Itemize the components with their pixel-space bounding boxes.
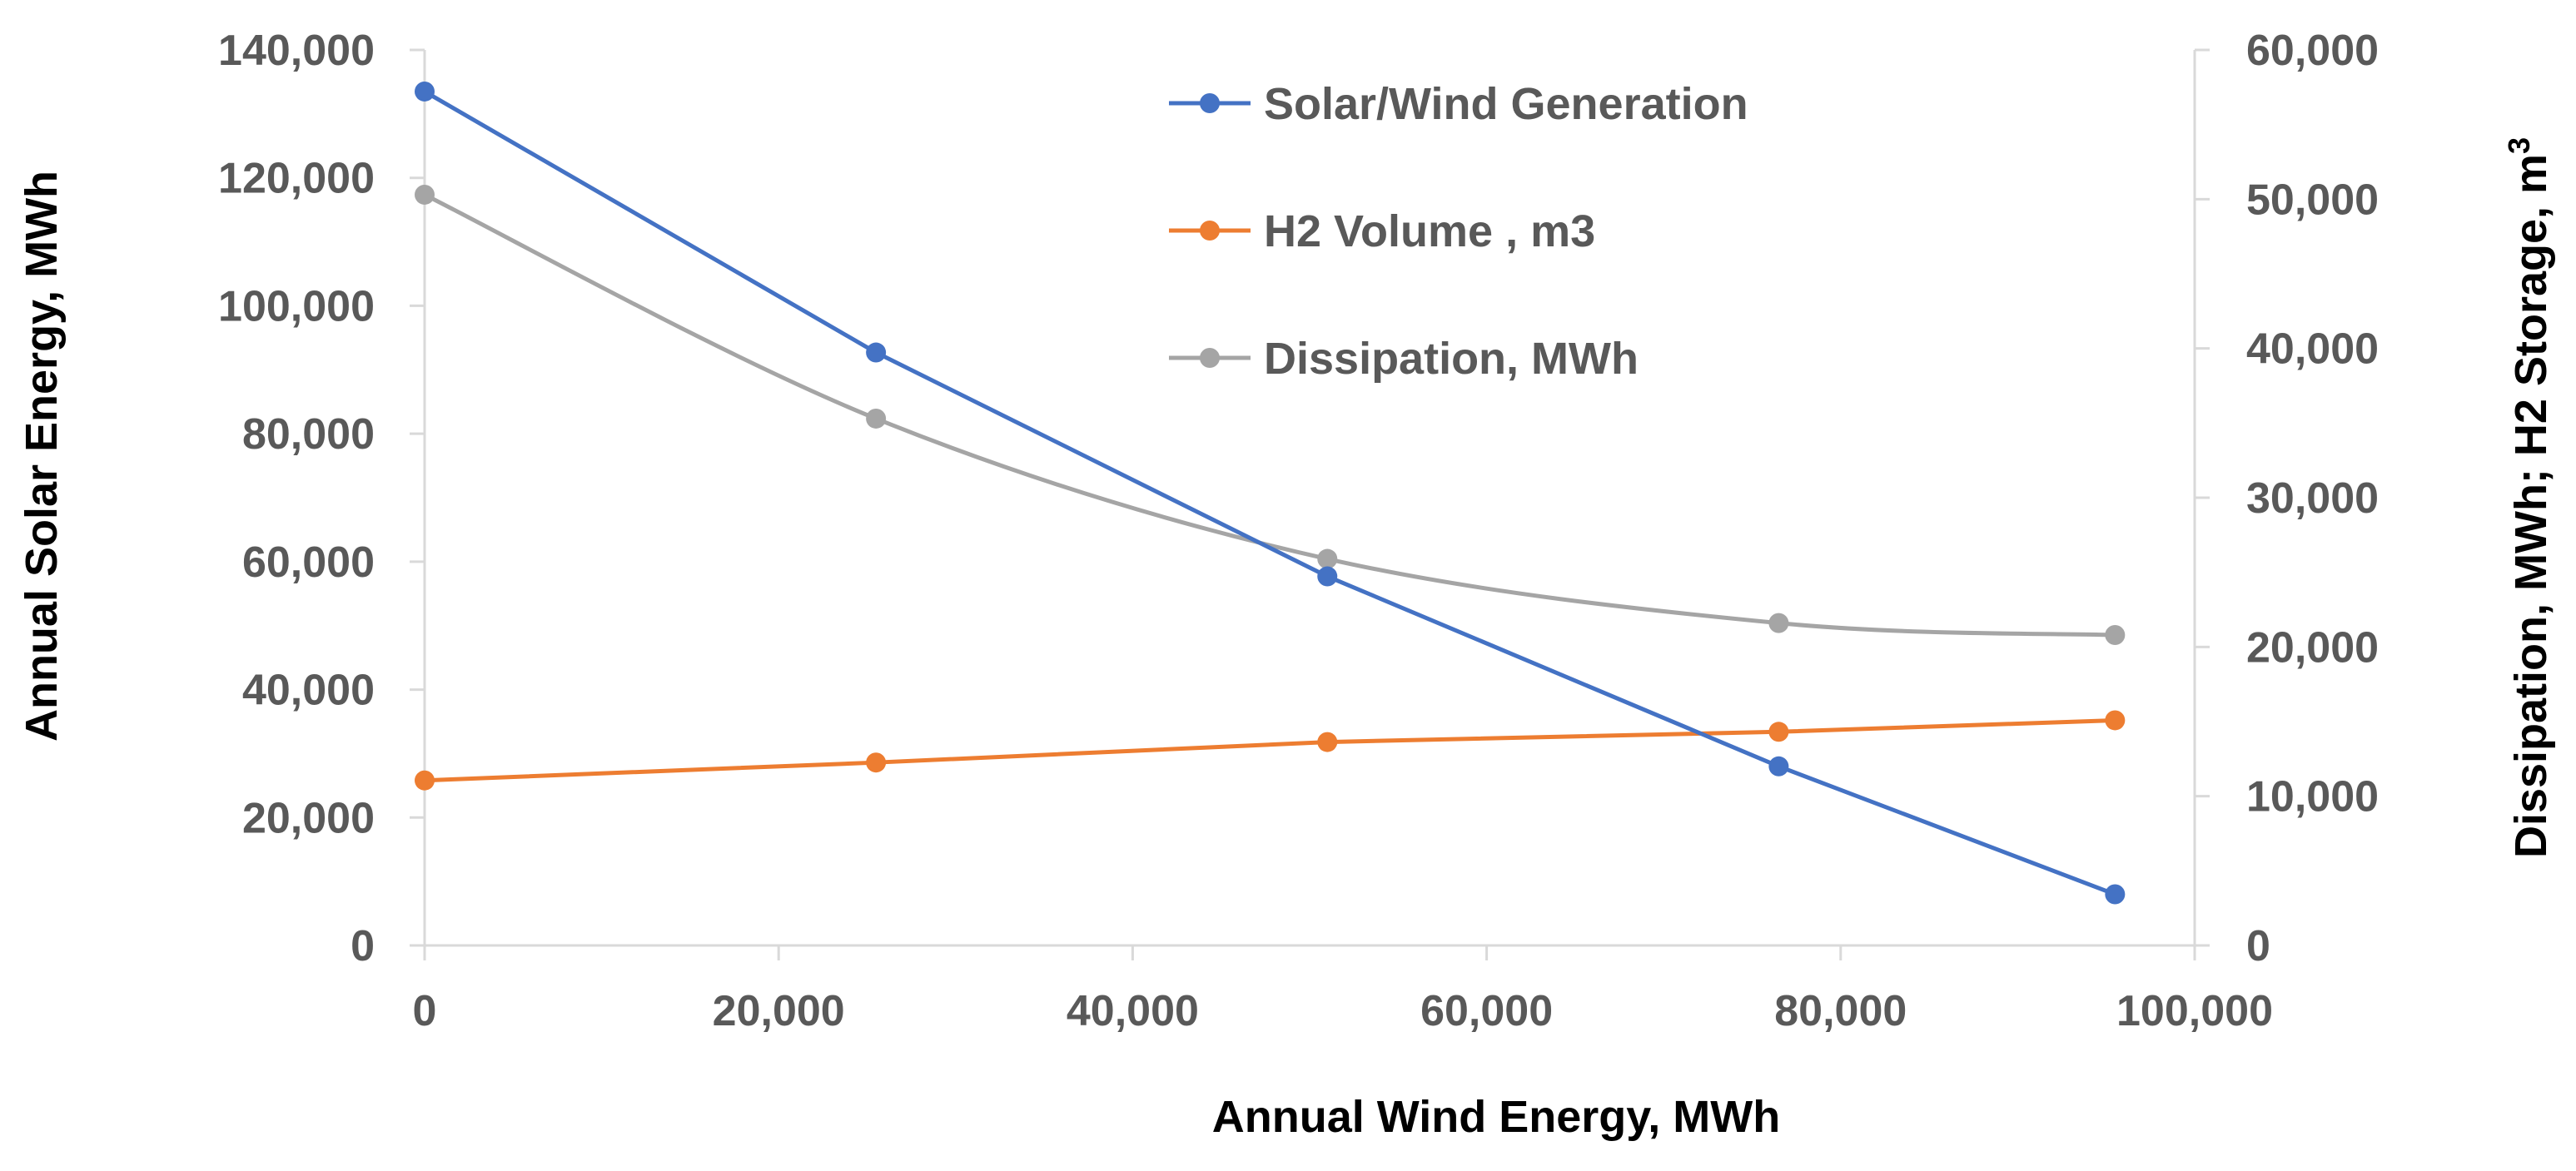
legend-label-h2-volume-m3: H2 Volume , m3 — [1264, 206, 1595, 256]
y-tick-label: 60,000 — [242, 538, 375, 587]
y-tick-label: 120,000 — [218, 155, 375, 203]
data-point-dissipation-mwh — [1768, 613, 1789, 633]
data-point-solar-wind-generation — [1768, 756, 1789, 777]
y2-axis-title-main: Dissipation, MWh; H2 Storage, m — [2506, 154, 2556, 858]
data-point-solar-wind-generation — [1317, 566, 1338, 587]
data-point-h2-volume-m3 — [1768, 722, 1789, 742]
y2-tick-label: 60,000 — [2246, 27, 2379, 75]
data-point-h2-volume-m3 — [866, 752, 887, 773]
plot-area — [415, 81, 2126, 905]
y2-axis-title-superscript: 3 — [2502, 137, 2536, 154]
x-axis-title: Annual Wind Energy, MWh — [1212, 1092, 1780, 1142]
legend-label-dissipation-mwh: Dissipation, MWh — [1264, 334, 1639, 384]
data-point-solar-wind-generation — [2105, 884, 2126, 905]
y-tick-label: 80,000 — [242, 410, 375, 459]
y-tick-label: 0 — [351, 922, 375, 970]
y-tick-label: 140,000 — [218, 27, 375, 75]
x-tick-label: 80,000 — [1774, 987, 1907, 1035]
data-point-dissipation-mwh — [415, 184, 435, 205]
tick-labels: 0 20,000 40,000 60,000 80,000 100,000 0 20,000 4… — [218, 27, 2379, 1035]
x-tick-label: 60,000 — [1420, 987, 1553, 1035]
data-point-dissipation-mwh — [866, 408, 887, 429]
y-tick-label: 100,000 — [218, 282, 375, 330]
y-tick-label: 40,000 — [242, 667, 375, 715]
series-line-dissipation-mwh — [423, 192, 2116, 638]
y-axis-title: Annual Solar Energy, MWh — [17, 171, 67, 742]
data-point-h2-volume-m3 — [2105, 710, 2126, 731]
legend-label-solar-wind-generation: Solar/Wind Generation — [1264, 79, 1748, 129]
x-tick-label: 20,000 — [713, 987, 845, 1035]
series-line-h2-volume-m3 — [424, 717, 2116, 783]
x-tick-label: 40,000 — [1067, 987, 1199, 1035]
legend-marker-dissipation-mwh — [1200, 348, 1220, 368]
x-tick-label: 100,000 — [2116, 987, 2273, 1035]
y2-tick-label: 30,000 — [2246, 474, 2379, 523]
y2-tick-label: 0 — [2246, 922, 2270, 970]
data-point-solar-wind-generation — [866, 342, 887, 363]
y2-axis-title: Dissipation, MWh; H2 Storage, m3 — [2502, 137, 2556, 858]
y2-tick-label: 40,000 — [2246, 325, 2379, 374]
legend: Solar/Wind Generation H2 Volume , m3 Dissi… — [1169, 79, 1748, 384]
data-point-dissipation-mwh — [1317, 548, 1338, 569]
y-tick-label: 20,000 — [242, 794, 375, 842]
data-point-h2-volume-m3 — [1317, 732, 1338, 752]
data-point-solar-wind-generation — [415, 81, 435, 102]
axes — [410, 48, 2210, 960]
y2-tick-label: 10,000 — [2246, 773, 2379, 821]
y2-tick-label: 20,000 — [2246, 623, 2379, 672]
data-point-h2-volume-m3 — [415, 770, 435, 791]
data-point-dissipation-mwh — [2105, 624, 2126, 645]
legend-marker-h2-volume-m3 — [1200, 221, 1220, 241]
legend-marker-solar-wind-generation — [1200, 93, 1220, 113]
x-tick-label: 0 — [413, 987, 437, 1035]
y2-tick-label: 50,000 — [2246, 176, 2379, 224]
